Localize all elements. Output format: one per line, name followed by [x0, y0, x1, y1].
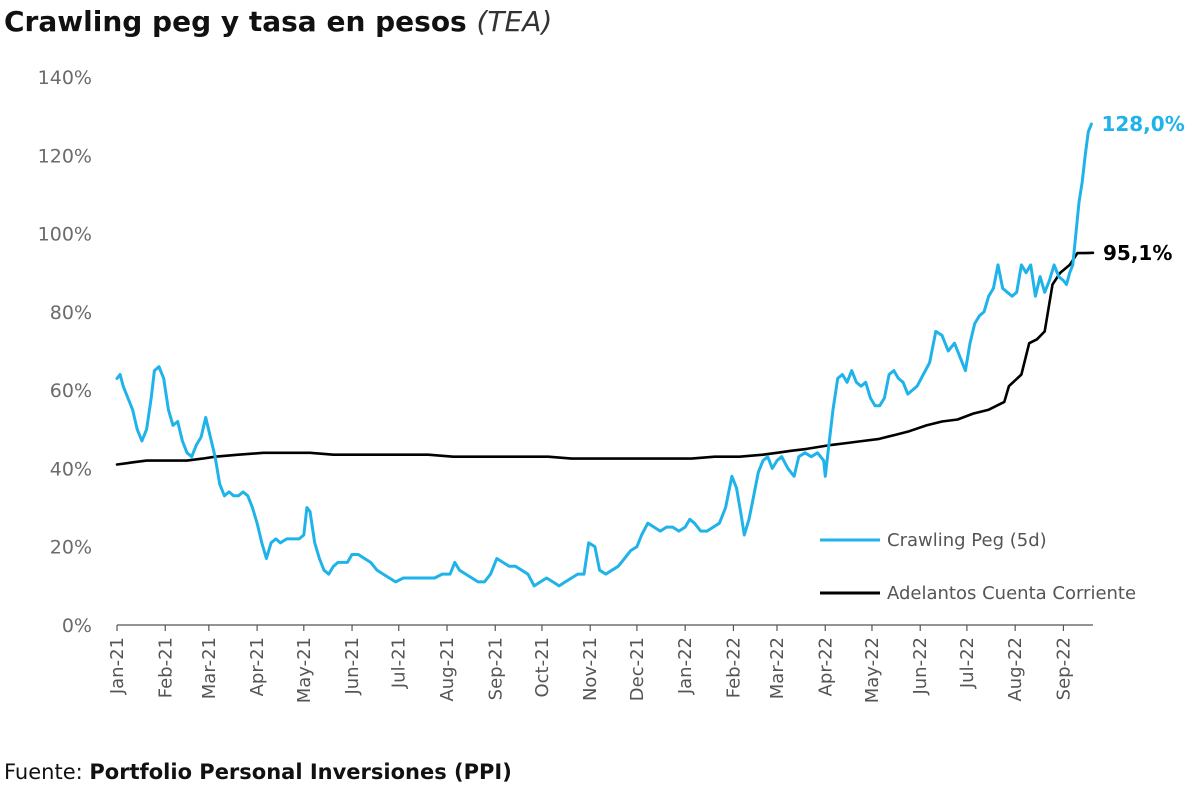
source-footer: Fuente: Portfolio Personal Inversiones (…	[4, 760, 512, 784]
y-tick-label: 0%	[62, 615, 92, 637]
x-tick-label: Feb-21	[155, 637, 176, 698]
crawling-peg-line	[115, 122, 1093, 588]
source-prefix: Fuente:	[4, 760, 83, 784]
x-tick-label: Jan-22	[675, 637, 696, 695]
x-tick-label: May-21	[294, 637, 315, 703]
x-tick-label: Apr-21	[247, 637, 268, 696]
x-tick-label: Mar-22	[767, 637, 788, 699]
x-axis: Jan-21 Feb-21 Mar-21 Apr-21 May-21 Jun-21 Jul-…	[107, 624, 1093, 703]
y-tick-label: 120%	[38, 145, 92, 167]
y-tick-label: 60%	[50, 380, 92, 402]
source-name: Portfolio Personal Inversiones (PPI)	[89, 760, 512, 784]
x-tick-label: Aug-22	[1005, 637, 1026, 702]
y-tick-label: 20%	[50, 537, 92, 559]
x-tick-label: May-22	[862, 637, 883, 703]
legend-label-crawling-peg: Crawling Peg (5d)	[887, 530, 1047, 551]
y-tick-label: 100%	[38, 224, 92, 246]
adelantos-end-label: 95,1%	[1103, 241, 1172, 265]
x-tick-label: Jun-22	[910, 637, 931, 696]
x-tick-label: Sep-21	[485, 637, 506, 700]
x-tick-label: Jun-21	[342, 637, 363, 696]
x-tick-label: Aug-21	[437, 637, 458, 702]
x-tick-label: Sep-22	[1053, 637, 1074, 700]
x-tick-label: Apr-22	[815, 637, 836, 696]
chart-title-sub: (TEA)	[476, 5, 553, 38]
legend: Crawling Peg (5d) Adelantos Cuenta Corrie…	[820, 530, 1136, 604]
legend-label-adelantos: Adelantos Cuenta Corriente	[887, 583, 1136, 604]
y-tick-label: 140%	[38, 67, 92, 89]
x-tick-label: Mar-21	[199, 637, 220, 699]
x-tick-label: Feb-22	[723, 637, 744, 698]
end-labels: 128,0% 95,1%	[1101, 112, 1184, 265]
series-lines	[115, 122, 1095, 588]
x-tick-label: Jul-21	[389, 637, 410, 689]
y-axis-ticks: 0% 20% 40% 60% 80% 100% 120% 140%	[38, 67, 92, 637]
chart-title: Crawling peg y tasa en pesos (TEA)	[4, 0, 552, 44]
adelantos-line	[115, 251, 1095, 466]
x-tick-label: Jan-21	[107, 637, 128, 695]
y-tick-label: 80%	[50, 302, 92, 324]
crawling-peg-end-label: 128,0%	[1101, 112, 1184, 136]
x-tick-label: Nov-21	[580, 637, 601, 701]
x-tick-label: Oct-21	[532, 637, 553, 698]
y-tick-label: 40%	[50, 458, 92, 480]
chart-title-main: Crawling peg y tasa en pesos	[4, 5, 467, 38]
x-tick-label: Jul-22	[957, 637, 978, 689]
x-tick-label: Dec-21	[627, 637, 648, 701]
